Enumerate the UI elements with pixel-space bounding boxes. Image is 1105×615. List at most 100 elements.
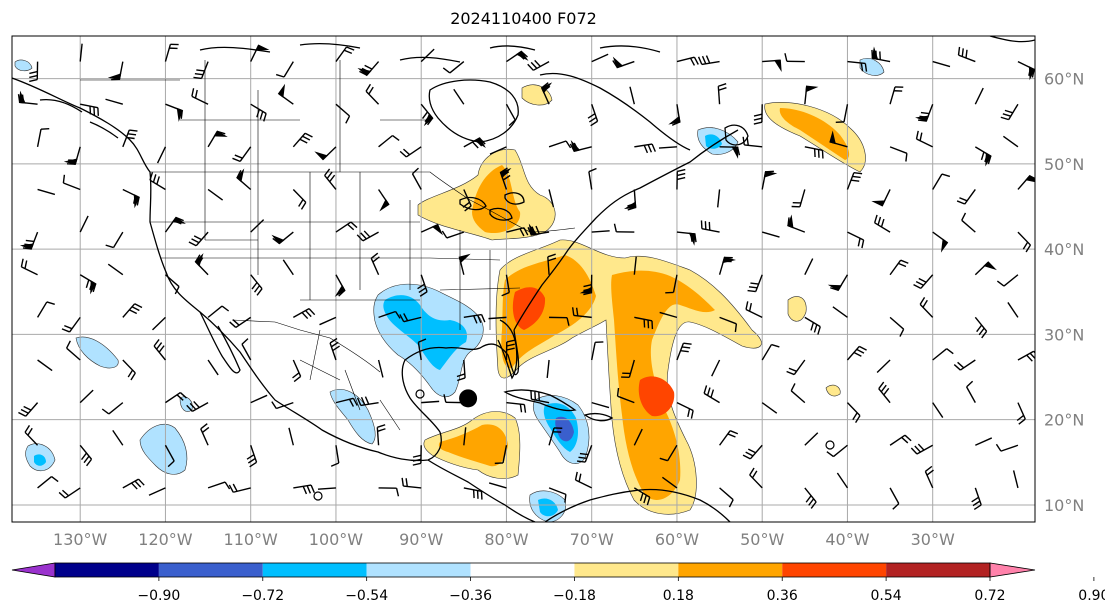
wind-barb: [588, 167, 597, 190]
colorbar-extend-low: [11, 562, 56, 578]
wind-barb: [576, 445, 593, 463]
wind-barb: [164, 43, 179, 62]
wind-barb: [330, 445, 340, 467]
wind-barb: [376, 424, 386, 446]
wind-barb: [889, 487, 900, 510]
wind-barb: [207, 130, 228, 148]
wind-barb: [676, 231, 697, 246]
wind-barb: [357, 61, 380, 77]
longitude-label: 120°W: [138, 530, 193, 549]
wind-barb: [506, 401, 527, 413]
wind-barb: [676, 56, 699, 66]
wind-barb: [329, 337, 340, 361]
wind-barb: [164, 444, 175, 468]
positive-anomaly-peak: [512, 287, 546, 330]
wind-barb: [152, 316, 166, 331]
wind-barb: [974, 261, 997, 276]
wind-barb: [335, 397, 358, 407]
wind-barb: [546, 359, 550, 378]
wind-barb: [79, 389, 94, 404]
wind-barb: [762, 231, 780, 238]
wind-barb: [587, 103, 599, 127]
wind-barb: [411, 167, 422, 190]
wind-barb: [915, 130, 934, 148]
wind-barb: [996, 274, 1019, 287]
wind-barb: [417, 274, 428, 297]
wind-barb: [965, 380, 976, 403]
political-borders: [80, 60, 576, 431]
us-east-coast: [513, 129, 739, 331]
wind-barb: [1017, 174, 1035, 190]
wind-barb: [20, 258, 38, 276]
us-canada-border: [150, 171, 576, 233]
wind-barb: [292, 132, 313, 148]
wind-barb: [292, 359, 302, 383]
wind-barb: [915, 103, 934, 122]
shaded-fields: [14, 58, 885, 522]
wind-barb: [1007, 302, 1019, 318]
positive-anomaly-core: [611, 270, 715, 500]
wind-barb: [1017, 60, 1035, 81]
low-marker: [313, 491, 323, 501]
latitude-labels: 10°N 20°N 30°N 40°N 50°N 60°N: [1044, 70, 1084, 515]
longitude-label: 80°W: [484, 530, 528, 549]
wind-barb: [156, 146, 167, 164]
wind-barb: [871, 46, 891, 63]
wind-barb: [621, 359, 635, 379]
wind-barb: [548, 140, 572, 149]
wind-barb: [36, 128, 50, 147]
wind-barb: [548, 487, 567, 503]
wind-barb: [335, 221, 358, 233]
low-marker: [825, 440, 835, 450]
us-mexico-border: [231, 319, 381, 373]
wind-barb: [932, 231, 949, 253]
wind-barb: [790, 383, 806, 404]
longitude-label: 130°W: [53, 530, 108, 549]
wind-barb: [700, 220, 720, 233]
colorbar-tick-label: −0.90: [137, 588, 180, 604]
wind-barb: [804, 258, 814, 276]
wind-barb: [932, 60, 951, 68]
wind-barb: [506, 227, 529, 237]
wind-barb: [186, 400, 209, 412]
positive-anomaly-core: [472, 165, 521, 234]
negative-anomaly-core: [34, 454, 46, 466]
latitude-label: 40°N: [1044, 240, 1084, 259]
wind-barb: [250, 394, 268, 404]
wind-barb: [378, 487, 400, 497]
south-america-coast: [544, 488, 731, 522]
wind-barb: [623, 189, 637, 211]
wind-barb: [334, 274, 346, 297]
wind-barb: [314, 146, 337, 161]
wind-barb: [1002, 135, 1019, 148]
wind-barb: [1000, 103, 1019, 121]
storm-center-marker: [459, 389, 478, 408]
wind-barb: [317, 487, 336, 490]
wind-barb: [1012, 470, 1019, 489]
wind-barb: [527, 223, 550, 236]
wind-barb: [889, 146, 908, 162]
wind-barb: [846, 345, 867, 361]
negative-anomaly-region: [329, 389, 376, 445]
wind-barb: [378, 134, 400, 148]
wind-barb: [676, 168, 686, 190]
positive-anomaly-core: [438, 424, 508, 467]
hispaniola: [583, 412, 614, 422]
wind-barb: [1017, 231, 1032, 253]
wind-barb: [292, 308, 316, 320]
wind-barb: [453, 88, 465, 105]
hudson-bay: [428, 79, 519, 143]
wind-barb: [58, 487, 81, 499]
wind-barb: [80, 103, 100, 116]
colorbar-segment: [366, 563, 471, 577]
wind-barb: [417, 338, 427, 361]
central-america: [427, 459, 536, 522]
wind-barb: [633, 428, 643, 446]
wind-barb: [919, 297, 934, 318]
colorbar-segment: [678, 563, 783, 577]
wind-barb: [292, 188, 307, 210]
wind-barb: [488, 482, 507, 489]
wind-barb: [612, 56, 635, 69]
wind-barb: [711, 359, 721, 377]
latitude-label: 10°N: [1044, 496, 1084, 515]
